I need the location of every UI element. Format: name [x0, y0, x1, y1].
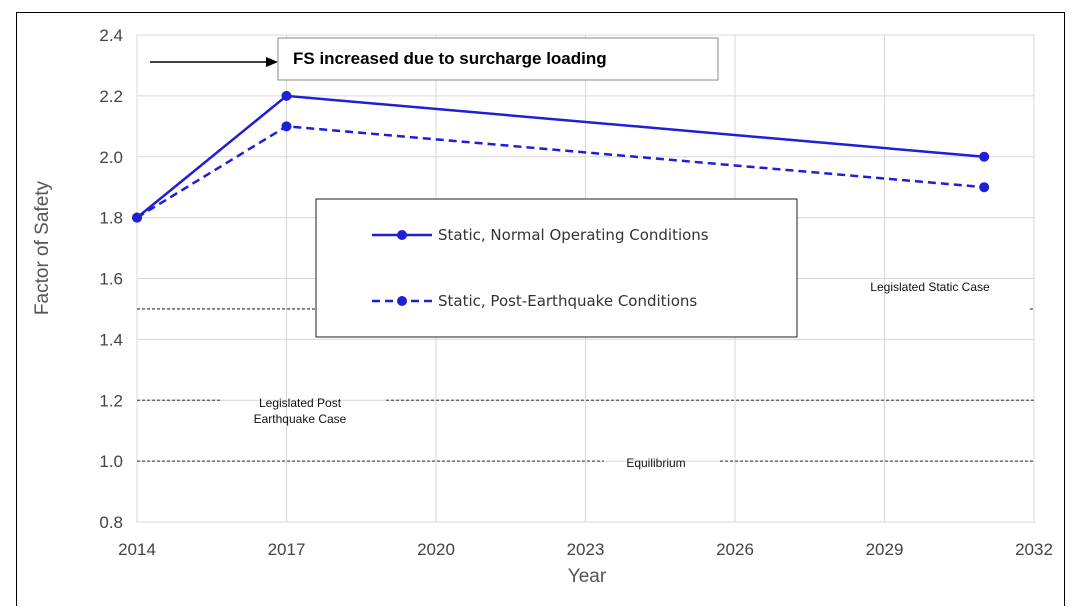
annotation-text: FS increased due to surcharge loading	[293, 49, 607, 68]
data-point	[979, 151, 990, 162]
reference-line-label: Legislated Static Case	[870, 280, 990, 294]
legend: Static, Normal Operating Conditions Stat…	[315, 198, 798, 338]
reference-line-label: Equilibrium	[626, 456, 685, 470]
data-point	[281, 90, 292, 101]
axis-ticks: 0.8 1.0 1.2 1.4 1.6 1.8 2.0 2.2 2.4 2014 2017 2020 2…	[99, 26, 1053, 559]
y-tick-label: 1.0	[99, 452, 123, 471]
y-tick-label: 2.0	[99, 148, 123, 167]
x-tick-label: 2032	[1015, 540, 1053, 559]
x-tick-label: 2029	[866, 540, 904, 559]
y-tick-label: 1.8	[99, 209, 123, 228]
legend-label-normal: Static, Normal Operating Conditions	[438, 226, 709, 244]
legend-label-post-earthquake: Static, Post-Earthquake Conditions	[438, 292, 697, 310]
x-tick-label: 2020	[417, 540, 455, 559]
y-axis-title: Factor of Safety	[32, 180, 53, 315]
y-tick-label: 1.2	[99, 391, 123, 410]
y-tick-label: 2.4	[99, 26, 123, 45]
data-point	[281, 121, 292, 132]
x-tick-label: 2014	[118, 540, 156, 559]
x-tick-label: 2017	[268, 540, 306, 559]
legend-marker-normal	[397, 230, 407, 240]
reference-line-label: Legislated Post	[259, 396, 342, 410]
legend-box	[315, 198, 798, 338]
y-tick-label: 2.2	[99, 87, 123, 106]
annotation-box	[277, 37, 719, 81]
chart-frame	[16, 12, 1065, 606]
x-axis-title: Year	[568, 566, 607, 587]
y-tick-label: 1.6	[99, 270, 123, 289]
legend-marker-post-earthquake	[397, 296, 407, 306]
reference-line-label: Earthquake Case	[254, 412, 347, 426]
annotation: FS increased due to surcharge loading	[150, 37, 719, 81]
x-tick-label: 2023	[567, 540, 605, 559]
reference-lines: Legislated Static Case Legislated Post Ear…	[137, 280, 1034, 470]
data-point	[979, 182, 990, 193]
y-tick-label: 0.8	[99, 513, 123, 532]
data-point	[132, 212, 142, 223]
y-tick-label: 1.4	[99, 330, 123, 349]
x-tick-label: 2026	[716, 540, 754, 559]
series-layer	[132, 90, 990, 223]
annotation-arrowhead-icon	[266, 57, 278, 67]
